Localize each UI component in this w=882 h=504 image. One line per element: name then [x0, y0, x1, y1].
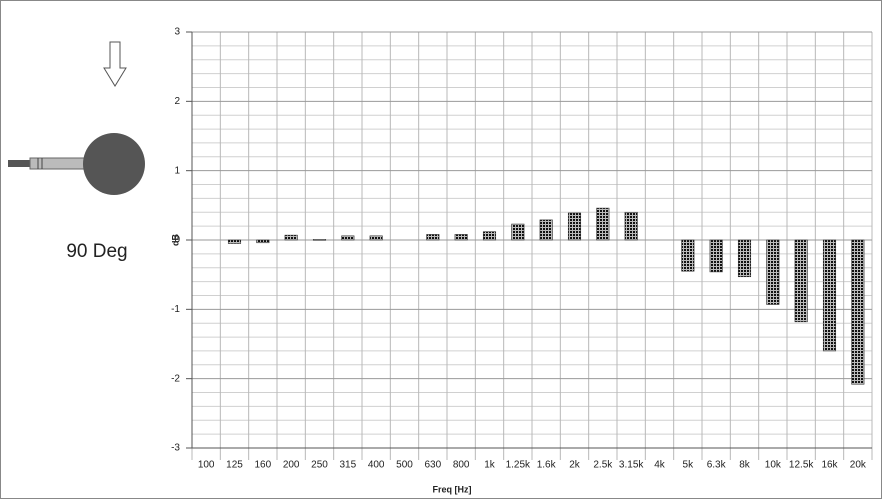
- y-tick-label: -1: [171, 304, 180, 315]
- bar: [822, 239, 837, 352]
- bar: [341, 235, 355, 241]
- bar: [681, 239, 695, 272]
- x-tick-label: 8k: [739, 460, 751, 471]
- bar: [567, 212, 582, 241]
- x-tick-label: 1.6k: [537, 460, 557, 471]
- bar: [596, 207, 610, 241]
- x-tick-label: 5k: [683, 460, 695, 471]
- annotation: 90 Deg: [66, 241, 127, 262]
- bar: [256, 239, 270, 244]
- x-tick-label: 1.25k: [506, 460, 531, 471]
- y-tick-label: 1: [174, 165, 180, 176]
- bar: [766, 239, 780, 305]
- bar: [709, 239, 723, 273]
- x-tick-label: 2.5k: [593, 460, 613, 471]
- x-tick-label: 4k: [654, 460, 666, 471]
- x-tick-label: 630: [424, 460, 441, 471]
- bar: [227, 239, 242, 244]
- y-tick-label: -2: [171, 373, 180, 384]
- x-tick-label: 315: [339, 460, 356, 471]
- microphone-illustration: [8, 41, 145, 195]
- bar: [539, 219, 553, 241]
- x-tick-label: 10k: [765, 460, 782, 471]
- x-tick-label: 400: [368, 460, 385, 471]
- y-axis-label: dB: [170, 234, 180, 246]
- bar: [794, 239, 808, 323]
- y-tick-label: 3: [174, 27, 180, 38]
- bar: [624, 211, 638, 241]
- x-axis-label: Freq [Hz]: [433, 484, 472, 494]
- x-tick-label: 3.15k: [619, 460, 644, 471]
- y-tick-label: 0: [174, 235, 180, 246]
- bar: [851, 239, 865, 385]
- x-tick-label: 500: [396, 460, 413, 471]
- x-tick-label: 2k: [569, 460, 581, 471]
- x-tick-label: 6.3k: [707, 460, 727, 471]
- x-tick-label: 1k: [484, 460, 496, 471]
- y-tick-label: -3: [171, 443, 180, 454]
- x-tick-label: 20k: [850, 460, 867, 471]
- bar: [426, 234, 440, 241]
- x-tick-label: 12.5k: [789, 460, 814, 471]
- x-tick-label: 200: [283, 460, 300, 471]
- x-tick-label: 16k: [821, 460, 838, 471]
- bar: [511, 223, 525, 241]
- x-tick-label: 160: [254, 460, 271, 471]
- bar: [454, 234, 468, 241]
- y-tick-label: 2: [174, 96, 180, 107]
- bar: [737, 239, 752, 278]
- x-tick-label: 125: [226, 460, 243, 471]
- x-tick-label: 250: [311, 460, 328, 471]
- bar: [369, 235, 383, 241]
- x-tick-label: 100: [198, 460, 215, 471]
- bar: [312, 239, 327, 241]
- bar: [482, 231, 497, 241]
- x-tick-label: 800: [453, 460, 470, 471]
- bar: [284, 234, 298, 241]
